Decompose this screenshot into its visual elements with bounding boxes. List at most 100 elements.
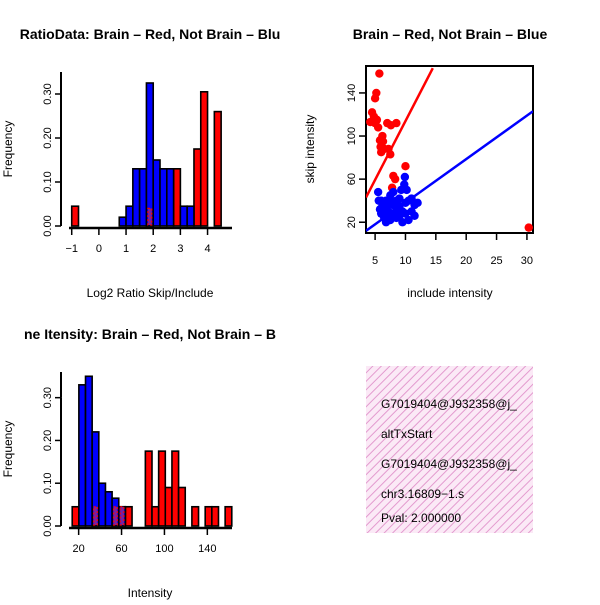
point-not-brain-13 <box>395 194 404 203</box>
bar-overlap-1 <box>93 506 98 526</box>
info-line-location: chr3.16809−1.s <box>381 487 464 501</box>
x-tick-label-1: 10 <box>399 255 411 267</box>
bar-overlap-1 <box>147 207 153 226</box>
x-tick-label-3: 20 <box>460 255 472 267</box>
point-brain-22 <box>390 174 400 184</box>
scatter-frame <box>365 65 534 234</box>
intensity-xlabel: Intensity <box>128 586 173 600</box>
y-tick-label-3: 0.30 <box>42 387 54 408</box>
bar-not-brain-6 <box>159 168 168 227</box>
y-tick-label-2: 100 <box>346 127 358 145</box>
bar-not-brain-4 <box>145 82 155 227</box>
bar-not-brain-2 <box>132 168 141 227</box>
intensity-ylabel: Frequency <box>1 421 15 478</box>
bar-brain-10 <box>177 486 187 527</box>
bar-overlap-3 <box>119 506 125 526</box>
point-not-brain-39 <box>381 218 391 227</box>
point-brain-24 <box>524 223 533 232</box>
bar-brain-11 <box>191 505 200 527</box>
info-line-gene-1: G7019404@J932358@j_ <box>381 397 517 411</box>
x-tick-label-2: 100 <box>155 543 173 555</box>
info-pval: Pval: 2.000000 <box>381 511 461 525</box>
x-tick-label-5: 30 <box>521 255 533 267</box>
bar-brain-14 <box>224 505 233 527</box>
ratio-xlabel: Log2 Ratio Skip/Include <box>87 286 214 300</box>
bar-not-brain-4 <box>104 490 113 527</box>
bar-not-brain-7 <box>166 168 175 227</box>
bar-brain-4 <box>199 91 209 227</box>
y-tick-label-1: 60 <box>346 173 358 185</box>
x-tick-label-1: 0 <box>96 243 102 255</box>
x-tick-label-0: 20 <box>73 543 85 555</box>
bar-brain-4 <box>124 505 133 527</box>
scatter-plot <box>366 67 533 232</box>
point-not-brain-21 <box>410 200 419 210</box>
bar-not-brain-3 <box>98 482 107 527</box>
bar-brain-5 <box>144 450 153 527</box>
x-tick-label-0: −1 <box>65 243 78 255</box>
ratio-bars <box>70 82 222 227</box>
bar-brain-13 <box>211 505 220 527</box>
scatter-xlabel: include intensity <box>407 286 492 300</box>
bar-brain-2 <box>172 168 182 227</box>
x-tick-label-2: 1 <box>123 243 129 255</box>
bar-not-brain-2 <box>91 431 100 527</box>
x-tick-label-1: 60 <box>115 543 127 555</box>
ratio-histogram: RatioData: Brain – Red, Not Brain – Blu … <box>1 26 280 300</box>
bar-brain-12 <box>204 505 213 527</box>
bar-not-brain-9 <box>186 205 195 227</box>
ratio-title: RatioData: Brain – Red, Not Brain – Blu <box>20 26 281 42</box>
bar-brain-3 <box>193 148 202 227</box>
scatter-clip <box>366 67 533 232</box>
scatter-axes: 5 10 15 20 25 30 20 60 100 140 <box>346 84 533 267</box>
point-brain-2 <box>370 94 380 103</box>
point-not-brain-38 <box>410 211 419 220</box>
x-tick-label-0: 5 <box>372 255 378 267</box>
intensity-title: ne Itensity: Brain – Red, Not Brain – B <box>24 326 276 342</box>
bar-overlap-2 <box>113 506 118 526</box>
x-tick-label-2: 15 <box>430 255 442 267</box>
bar-not-brain-8 <box>179 205 188 227</box>
bar-brain-5 <box>213 110 222 227</box>
point-not-brain-3 <box>397 185 406 195</box>
bar-brain-8 <box>164 486 173 527</box>
info-line-gene-2: G7019404@J932358@j_ <box>381 457 517 471</box>
bar-not-brain-0 <box>118 216 127 227</box>
fit-line-not-brain <box>366 110 533 232</box>
point-brain-20 <box>401 162 410 171</box>
point-not-brain-37 <box>398 218 407 227</box>
bar-not-brain-3 <box>138 168 148 227</box>
x-tick-label-3: 2 <box>150 243 156 255</box>
point-not-brain-4 <box>373 187 383 197</box>
bar-brain-0 <box>70 205 80 227</box>
y-tick-label-1: 0.10 <box>42 473 54 494</box>
intensity-axes: 0.00 0.10 0.20 0.30 20 60 100 140 <box>42 372 232 555</box>
x-tick-label-5: 4 <box>204 243 210 255</box>
y-tick-label-2: 0.20 <box>42 430 54 451</box>
y-tick-label-3: 140 <box>346 84 358 102</box>
bar-not-brain-5 <box>152 159 161 227</box>
info-box: G7019404@J932358@j_ altTxStart G7019404@… <box>366 366 533 533</box>
point-brain-11 <box>392 118 401 128</box>
point-brain-18 <box>376 147 386 157</box>
point-brain-8 <box>373 123 383 132</box>
intensity-bars <box>71 375 233 527</box>
bar-not-brain-1 <box>125 205 134 227</box>
intensity-histogram: ne Itensity: Brain – Red, Not Brain – B … <box>1 326 276 600</box>
bar-brain-7 <box>157 450 167 527</box>
y-tick-label-1: 0.10 <box>42 171 54 192</box>
ratio-ylabel: Frequency <box>1 121 15 178</box>
x-tick-label-3: 140 <box>198 543 216 555</box>
bar-not-brain-0 <box>78 384 87 527</box>
bar-brain-9 <box>171 450 180 527</box>
x-tick-label-4: 25 <box>490 255 502 267</box>
bar-brain-0 <box>71 505 80 527</box>
point-not-brain-0 <box>400 172 410 182</box>
y-tick-label-0: 20 <box>346 216 358 228</box>
info-box-background <box>366 366 533 533</box>
fit-line-brain <box>366 67 434 199</box>
y-tick-label-2: 0.20 <box>42 127 54 148</box>
intensity-scatter: Brain – Red, Not Brain – Blue include in… <box>303 26 547 300</box>
